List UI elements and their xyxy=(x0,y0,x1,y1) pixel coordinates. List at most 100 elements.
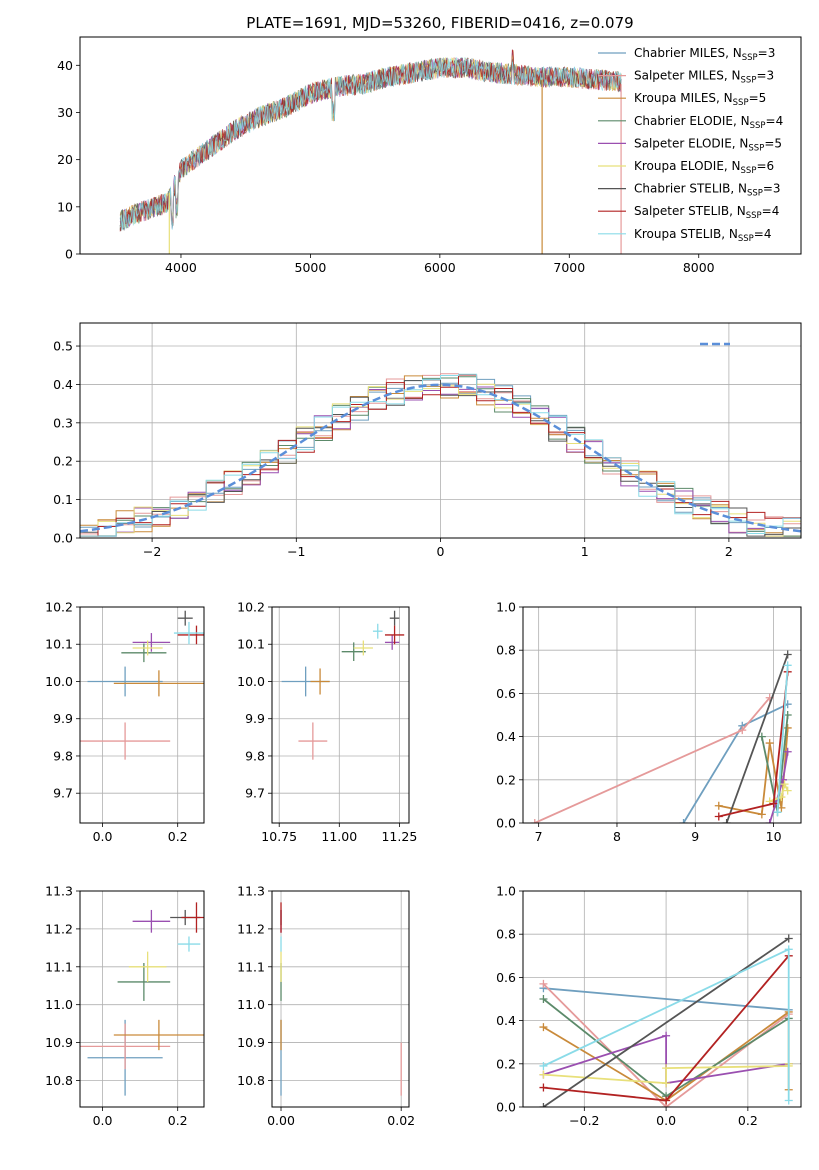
x-tick-label: 0.02 xyxy=(387,1113,415,1128)
legend-entry: Salpeter STELIB, NSSP=4 xyxy=(634,204,779,221)
mass-weight-marker xyxy=(765,739,774,748)
mass-weight-line xyxy=(769,781,789,803)
legend-entry-sub: SSP xyxy=(741,166,757,176)
mass-weight-marker xyxy=(780,780,789,789)
mass-weight-marker xyxy=(679,819,688,823)
y-tick-label: 0.2 xyxy=(53,454,73,469)
y-tick-label: 10.2 xyxy=(237,600,265,615)
mass-weight-marker xyxy=(662,1031,671,1040)
legend-entry-sub: SSP xyxy=(742,53,758,63)
legend-entry-tail: =4 xyxy=(762,204,780,218)
legend-entry-tail: =4 xyxy=(766,114,784,128)
y-tick-label: 0.2 xyxy=(496,772,516,787)
axes-residuals: −2 −1 0 1 2 0.0 0.1 0.2 0.3 0.4 0.5 xyxy=(53,322,802,559)
y-tick-label: 1.0 xyxy=(496,600,516,615)
y-tick-label: 0.6 xyxy=(496,686,516,701)
x-tick-label: 0.0 xyxy=(656,1113,676,1128)
x-tick-label: 0.0 xyxy=(93,1113,113,1128)
y-tick-label: 0.0 xyxy=(496,816,516,831)
axes-frame xyxy=(79,36,802,255)
y-tick-label: 0.4 xyxy=(53,377,73,392)
y-tick-label: 10.8 xyxy=(45,1073,73,1088)
legend-entry: Salpeter MILES, NSSP=3 xyxy=(634,69,774,86)
legend-entry-label: Kroupa ELODIE, N xyxy=(634,159,741,173)
y-tick-label: 9.9 xyxy=(245,711,265,726)
axes-mass_vs_EBV: 0.00 0.02 10.8 10.9 11.0 11.1 11.2 11.3 xyxy=(237,884,415,1129)
figure-title: PLATE=1691, MJD=53260, FIBERID=0416, z=0… xyxy=(246,14,633,32)
legend-entry-label: Salpeter STELIB, N xyxy=(634,204,746,218)
mass-weight-marker xyxy=(714,801,723,810)
x-tick-label: 11.00 xyxy=(321,829,357,844)
legend-entry-sub: SSP xyxy=(747,189,763,199)
legend-entry-tail: =5 xyxy=(749,91,767,105)
mass-weight-marker xyxy=(784,945,793,954)
mass-weight-marker xyxy=(783,723,792,732)
legend-entry-tail: =3 xyxy=(758,46,776,60)
axes-frame xyxy=(79,890,205,1108)
mass-weight-marker xyxy=(769,799,778,808)
histogram-step-line xyxy=(80,373,801,537)
x-tick-label: −2 xyxy=(143,544,161,559)
legend-entry-tail: =6 xyxy=(756,159,774,173)
y-tick-label: 10.9 xyxy=(45,1035,73,1050)
y-tick-label: 10.8 xyxy=(237,1073,265,1088)
mass-weight-line xyxy=(542,937,790,1107)
legend-entry: Kroupa ELODIE, NSSP=6 xyxy=(634,159,774,176)
mass-weight-marker xyxy=(773,808,782,817)
legend-entry-label: Salpeter MILES, N xyxy=(634,69,741,83)
mass-weight-marker xyxy=(757,732,766,741)
mass-weight-marker xyxy=(539,979,548,988)
y-tick-label: 10.1 xyxy=(45,637,73,652)
axes-age_vs_Z: 0.0 0.2 9.7 9.8 9.9 10.0 10.1 10.2 xyxy=(45,600,205,844)
y-tick-label: 0.5 xyxy=(53,339,73,354)
legend-entry-label: Salpeter ELODIE, N xyxy=(634,136,748,150)
y-tick-label: 0.8 xyxy=(496,927,516,942)
mass-weight-marker xyxy=(783,650,792,659)
x-tick-label: 0.0 xyxy=(93,829,113,844)
plot-area xyxy=(80,610,204,760)
axes-frame xyxy=(522,890,802,1108)
x-tick-label: 0 xyxy=(437,544,445,559)
legend-entry-label: Chabrier MILES, N xyxy=(634,46,742,60)
axes-massweight_vs_Z: −0.2 0.0 0.2 0.0 0.2 0.4 0.6 0.8 1.0 xyxy=(496,884,802,1128)
axes-frame xyxy=(271,890,410,1108)
legend-entry-sub: SSP xyxy=(748,143,764,153)
mass-weight-marker xyxy=(784,1096,793,1105)
x-tick-label: 2 xyxy=(725,544,733,559)
y-tick-label: 0.0 xyxy=(53,531,73,546)
y-tick-label: 20 xyxy=(57,152,73,167)
mass-weight-marker xyxy=(783,661,792,670)
legend-entry-sub: SSP xyxy=(750,121,766,131)
legend-entry-tail: =4 xyxy=(754,227,772,241)
axes-spectrum: 4000 5000 6000 7000 8000 0 10 20 30 40 Chabrier MI… xyxy=(57,36,802,275)
mass-weight-marker xyxy=(662,1064,671,1073)
mass-weight-marker xyxy=(539,1070,548,1079)
gaussian-curve xyxy=(80,383,801,533)
y-tick-label: 10.1 xyxy=(237,637,265,652)
x-tick-label: 10.75 xyxy=(261,829,297,844)
legend-entry: Kroupa MILES, NSSP=5 xyxy=(634,91,766,108)
y-tick-label: 9.7 xyxy=(53,786,73,801)
mass-weight-marker xyxy=(757,810,766,819)
spectrum-series-line xyxy=(119,57,622,231)
legend-entry: Salpeter ELODIE, NSSP=5 xyxy=(634,136,782,153)
x-tick-label: 0.00 xyxy=(267,1113,295,1128)
mass-weight-marker xyxy=(714,812,723,821)
legend-entry-tail: =3 xyxy=(756,69,774,83)
plot-area xyxy=(119,49,622,254)
y-tick-label: 0.1 xyxy=(53,492,73,507)
legend-entry-sub: SSP xyxy=(746,211,762,221)
legend-entry: Kroupa STELIB, NSSP=4 xyxy=(634,227,772,244)
mass-weight-line xyxy=(543,987,789,1011)
legend-entry: Chabrier STELIB, NSSP=3 xyxy=(634,182,781,199)
plot-area xyxy=(80,373,801,537)
x-tick-label: 0.2 xyxy=(168,829,188,844)
x-tick-label: 0.2 xyxy=(738,1113,758,1128)
mass-weight-line xyxy=(534,697,771,823)
x-tick-label: 7 xyxy=(535,829,543,844)
plot-area xyxy=(539,934,793,1107)
y-tick-label: 1.0 xyxy=(496,884,516,899)
y-tick-label: 0.8 xyxy=(496,643,516,658)
y-tick-label: 0.6 xyxy=(496,970,516,985)
legend-entry-label: Kroupa MILES, N xyxy=(634,91,733,105)
